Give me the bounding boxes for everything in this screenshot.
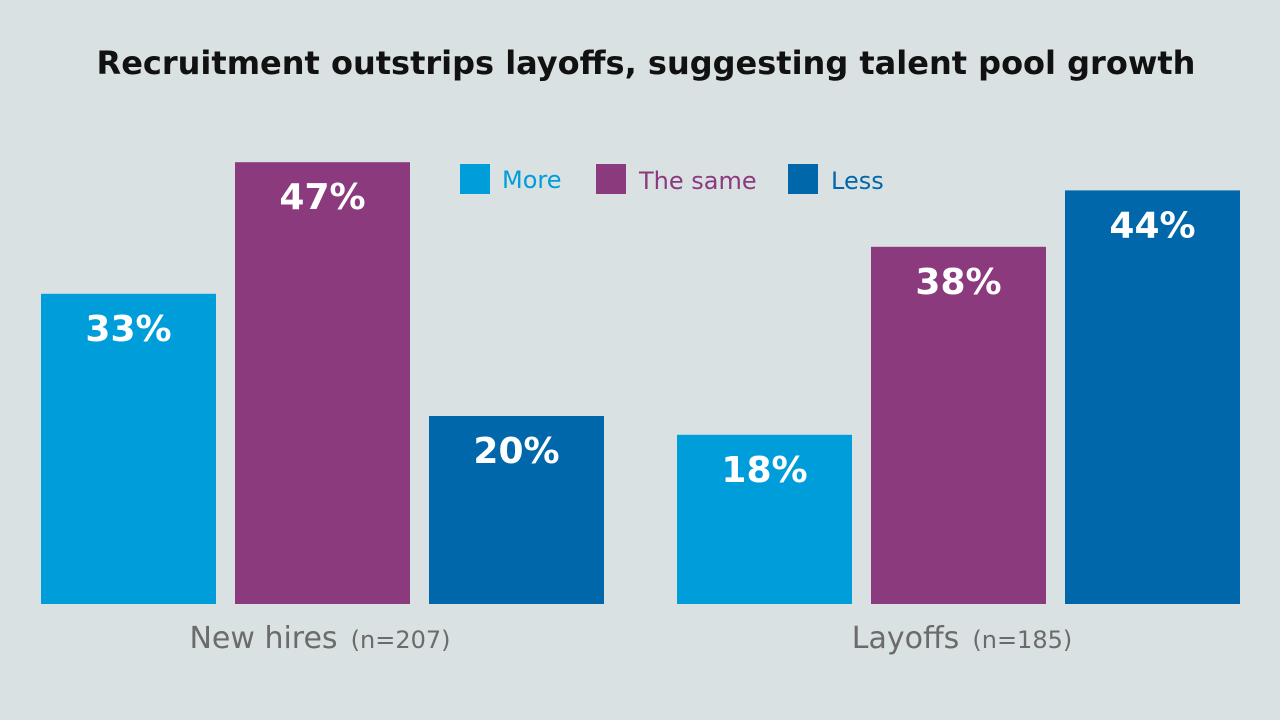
bar-label-new-hires-the-same: 47% bbox=[279, 177, 365, 218]
group-label-layoffs: Layoffs (n=185) bbox=[852, 621, 1072, 656]
legend-swatch-more bbox=[460, 164, 490, 194]
legend: More The same Less bbox=[460, 164, 884, 195]
bar-label-new-hires-less: 20% bbox=[473, 431, 559, 472]
legend-swatch-less bbox=[788, 164, 818, 194]
bar-label-new-hires-more: 33% bbox=[85, 309, 171, 350]
group-name-layoffs: Layoffs bbox=[852, 621, 960, 656]
legend-label-more: More bbox=[502, 166, 562, 194]
legend-label-less: Less bbox=[831, 167, 884, 195]
legend-swatch-the-same bbox=[596, 164, 626, 194]
bar-layoffs-more bbox=[677, 434, 852, 604]
bar-labels: 33% 47% 20% 18% 38% 44% bbox=[85, 177, 1195, 491]
bars bbox=[41, 162, 1240, 605]
bar-layoffs-the-same bbox=[871, 246, 1046, 605]
bar-label-layoffs-less: 44% bbox=[1109, 205, 1195, 246]
bar-new-hires-more bbox=[41, 293, 216, 604]
bar-new-hires-the-same bbox=[235, 162, 410, 604]
group-name-new-hires: New hires bbox=[189, 621, 337, 656]
bar-layoffs-less bbox=[1065, 190, 1240, 604]
bar-label-layoffs-the-same: 38% bbox=[915, 262, 1001, 303]
group-n-layoffs: (n=185) bbox=[972, 626, 1072, 654]
chart-title: Recruitment outstrips layoffs, suggestin… bbox=[97, 44, 1196, 82]
bar-new-hires-less bbox=[429, 416, 604, 604]
group-label-new-hires: New hires (n=207) bbox=[189, 621, 450, 656]
group-n-new-hires: (n=207) bbox=[351, 626, 451, 654]
legend-label-the-same: The same bbox=[638, 167, 757, 195]
bar-label-layoffs-more: 18% bbox=[721, 450, 807, 491]
